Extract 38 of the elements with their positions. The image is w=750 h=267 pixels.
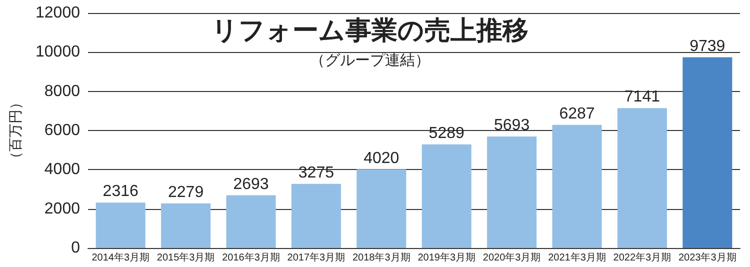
y-axis-title: （百万円）: [7, 96, 23, 166]
y-tick-label: 0: [71, 240, 80, 256]
data-label: 7141: [624, 88, 660, 106]
x-tick-label: 2023年3月期: [678, 252, 736, 264]
x-tick-label: 2017年3月期: [287, 252, 346, 264]
data-label: 6287: [559, 105, 595, 122]
bar: [96, 202, 146, 248]
bar: [226, 195, 276, 248]
x-tick-label: 2016年3月期: [222, 252, 280, 264]
data-label: 9739: [690, 38, 726, 55]
data-label: 2279: [168, 184, 204, 201]
bar: [161, 203, 211, 248]
bar: [291, 184, 341, 248]
data-label: 2693: [233, 176, 269, 193]
bar: [422, 144, 472, 248]
bar: [487, 136, 537, 248]
y-tick-label: 10000: [36, 44, 80, 61]
x-tick-label: 2019年3月期: [418, 252, 476, 264]
x-tick-label: 2014年3月期: [92, 252, 150, 264]
x-tick-label: 2018年3月期: [352, 252, 410, 264]
x-tick-label: 2020年3月期: [482, 252, 541, 264]
bar: [552, 124, 602, 248]
text: （グループ連結）: [310, 52, 430, 69]
y-tick-label: 6000: [44, 122, 80, 139]
bar: [617, 108, 667, 248]
chart-title: リフォーム事業の売上推移: [212, 15, 528, 45]
data-label: 5693: [494, 117, 530, 134]
y-tick-label: 8000: [44, 82, 80, 100]
x-tick-label: 2022年3月期: [613, 252, 672, 264]
bar: [682, 57, 732, 248]
x-tick-label: 2015年3月期: [156, 252, 215, 264]
y-tick-label: 4000: [44, 161, 80, 178]
data-label: 2316: [102, 183, 138, 200]
y-tick-label: 2000: [44, 200, 80, 218]
bar: [356, 169, 406, 248]
y-tick-label: 12000: [36, 4, 80, 22]
data-label: 4020: [364, 150, 400, 167]
x-tick-label: 2021年3月期: [548, 252, 606, 264]
